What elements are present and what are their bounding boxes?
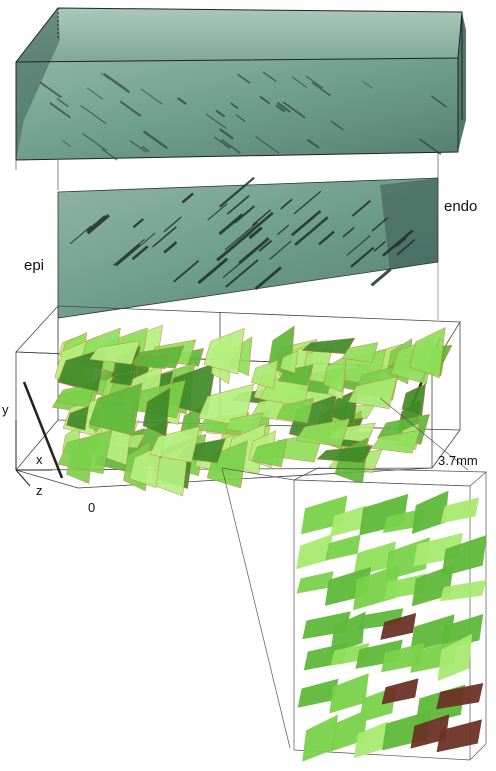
tissue-slice-face (58, 178, 438, 318)
axes-triad (15, 420, 52, 487)
connector-lines-top (15, 153, 439, 190)
epi-label: epi (24, 257, 45, 274)
inset-surface-facets (296, 490, 487, 762)
inset-zoom-volume (293, 467, 487, 762)
tissue-block-frame (15, 7, 463, 161)
axis-y-label: y (2, 402, 9, 417)
axis-z-label: z (36, 483, 43, 498)
tissue-slice (57, 176, 439, 319)
tissue-top-face (16, 8, 462, 62)
scale-end-label: 3.7mm (438, 453, 478, 468)
surface-reconstruction-block (15, 305, 461, 497)
scale-start-label: 0 (88, 500, 96, 515)
endo-label: endo (444, 198, 478, 215)
axis-x-label: x (36, 452, 43, 467)
zoom-connector-lines (221, 397, 469, 749)
tissue-volume-block (15, 7, 466, 161)
cleavage-surface-facets (51, 324, 453, 497)
tissue-front-face (16, 58, 458, 160)
